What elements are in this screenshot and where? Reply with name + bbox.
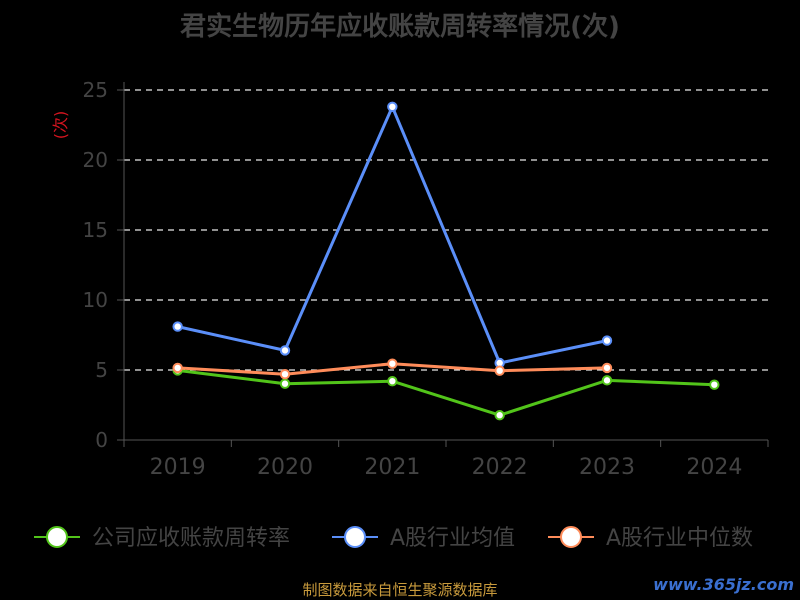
legend-marker: [345, 527, 365, 547]
legend-marker: [47, 527, 67, 547]
watermark: www.365jz.com: [653, 575, 794, 594]
data-point: [281, 380, 289, 388]
legend-label: A股行业均值: [390, 526, 515, 551]
y-tick-label: 25: [83, 78, 108, 102]
legend-marker: [561, 527, 581, 547]
data-point: [173, 364, 181, 372]
y-tick-label: 15: [83, 218, 108, 242]
legend-label: 公司应收账款周转率: [92, 526, 290, 551]
data-point: [281, 346, 289, 354]
y-tick-label: 0: [95, 428, 108, 452]
x-tick-label: 2019: [150, 455, 206, 480]
y-axis-label: (次): [51, 111, 70, 140]
x-tick-label: 2022: [472, 455, 528, 480]
data-point: [495, 367, 503, 375]
data-point: [173, 322, 181, 330]
data-point: [388, 103, 396, 111]
x-tick-label: 2021: [364, 455, 420, 480]
data-point: [495, 411, 503, 419]
y-tick-label: 10: [83, 288, 108, 312]
x-tick-label: 2024: [686, 455, 742, 480]
legend-label: A股行业中位数: [606, 526, 753, 551]
data-point: [388, 377, 396, 385]
data-point: [603, 376, 611, 384]
data-point: [603, 364, 611, 372]
y-tick-label: 5: [95, 358, 108, 382]
series-line-0: [178, 370, 715, 415]
data-point: [710, 381, 718, 389]
data-point: [281, 370, 289, 378]
y-tick-label: 20: [83, 148, 108, 172]
series-line-1: [178, 107, 607, 363]
data-point: [603, 336, 611, 344]
x-tick-label: 2023: [579, 455, 635, 480]
data-point: [388, 360, 396, 368]
x-tick-label: 2020: [257, 455, 313, 480]
